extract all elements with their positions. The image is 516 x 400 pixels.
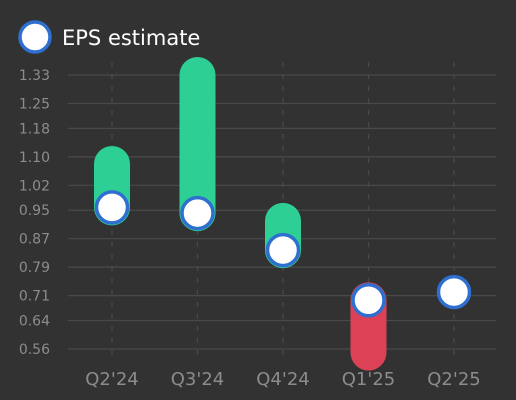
x-tick-label: Q2'24 [85,369,138,390]
y-tick-label: 0.56 [19,342,50,358]
legend-estimate-label: EPS estimate [62,26,200,50]
x-tick-label: Q4'24 [256,369,309,390]
x-tick-label: Q3'24 [171,369,224,390]
x-axis-ticks: Q2'24 Q3'24 Q4'24 Q1'25 Q2'25 [85,369,480,390]
legend: EPS estimate [18,20,200,54]
y-tick-label: 0.71 [19,289,50,305]
estimate-marker [180,195,215,231]
y-tick-label: 1.18 [19,121,50,137]
y-tick-label: 0.64 [19,314,50,330]
y-tick-label: 0.95 [19,203,50,219]
estimate-marker [94,190,130,225]
y-tick-label: 1.10 [19,150,50,166]
y-tick-label: 1.25 [19,96,50,112]
x-tick-label: Q2'25 [427,369,480,390]
y-axis-ticks: 0.56 0.64 0.71 0.79 0.87 0.95 1.02 1.10 1.18 1.25… [19,68,50,358]
result-bar [179,57,216,232]
y-tick-label: 0.87 [19,232,50,248]
y-tick-label: 0.79 [19,260,50,276]
estimate-markers [94,190,472,318]
estimate-marker [436,274,472,310]
y-tick-label: 1.02 [19,178,50,194]
y-tick-label: 1.33 [19,68,50,84]
x-tick-label: Q1'25 [342,369,395,390]
legend-estimate-marker [18,20,52,54]
estimate-marker [351,282,386,318]
estimate-marker [265,232,301,268]
